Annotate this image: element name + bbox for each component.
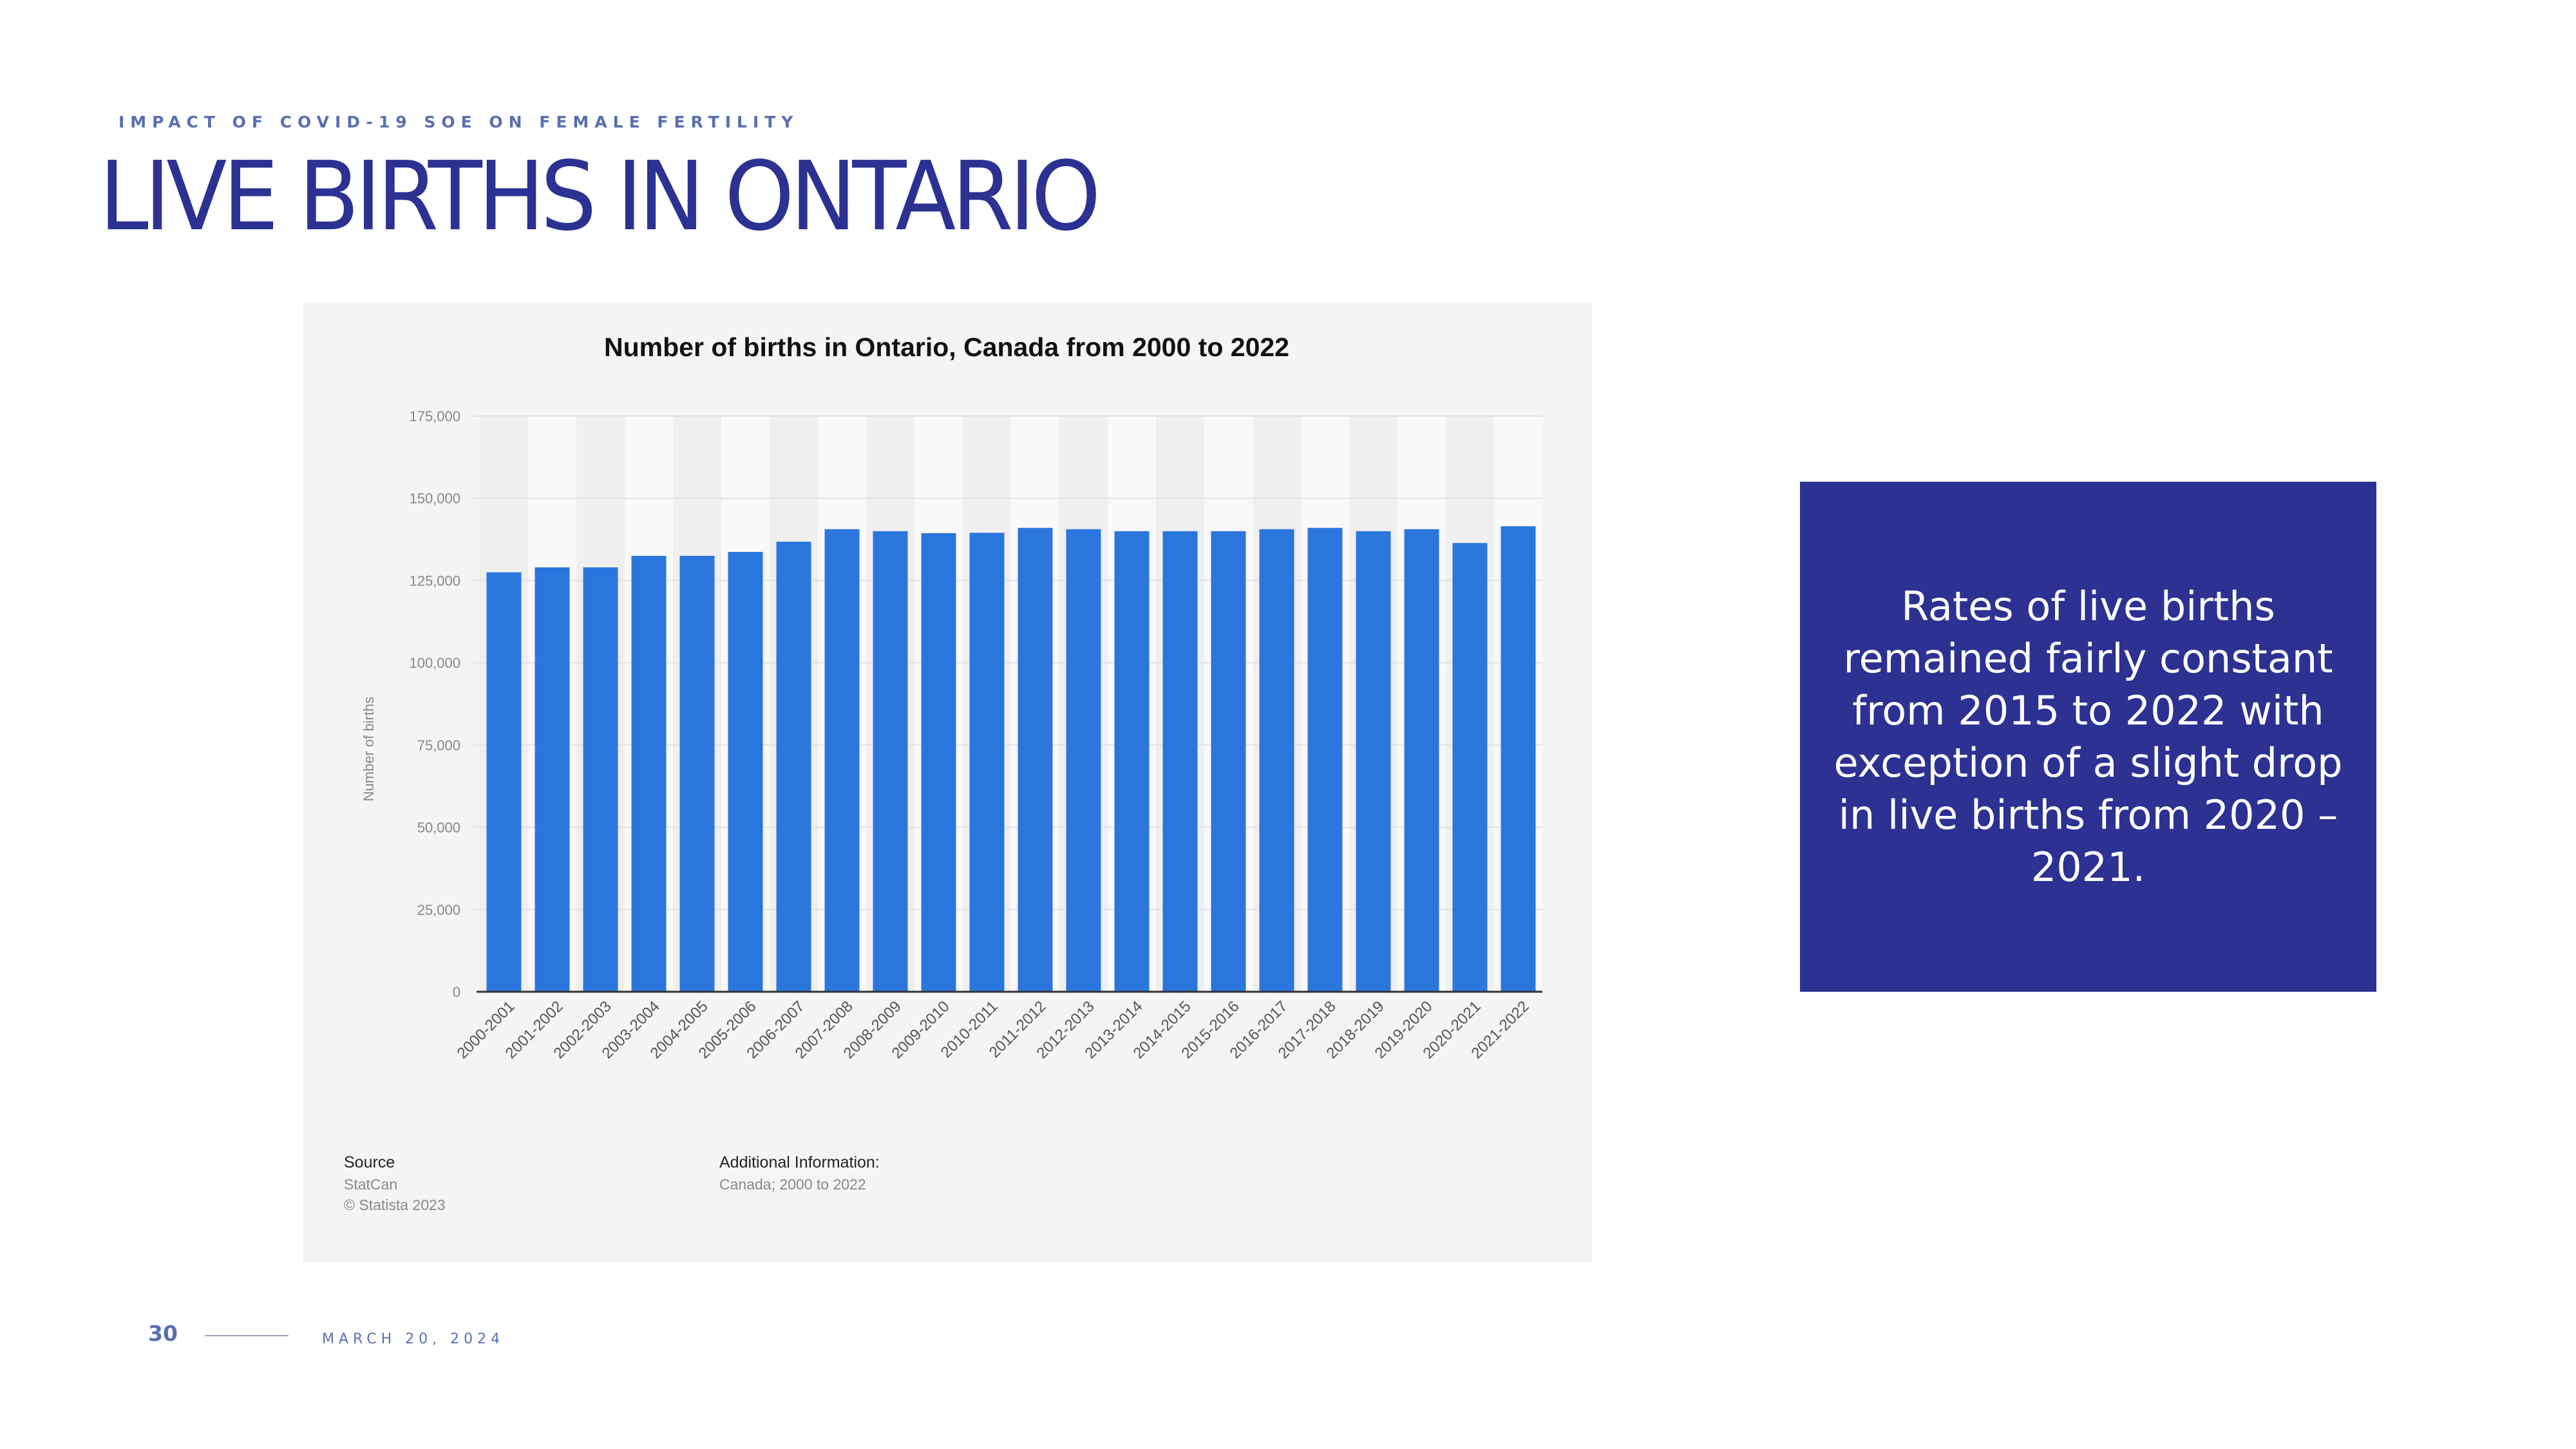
bar: [1114, 531, 1150, 992]
bar-chart: 0 25,000 50,000 75,000 100,000 125,000 150,000…: [361, 408, 1542, 1062]
bar: [1018, 527, 1053, 992]
y-tick-label: 0: [453, 984, 460, 1000]
bar: [486, 572, 522, 992]
chart-title: Number of births in Ontario, Canada from…: [604, 332, 1289, 362]
bar: [1211, 531, 1246, 992]
additional-info-text: Canada; 2000 to 2022: [719, 1176, 866, 1193]
callout-box: Rates of live births remained fairly con…: [1800, 482, 2376, 992]
bar: [776, 542, 811, 992]
bar: [535, 567, 570, 992]
y-tick-label: 50,000: [417, 820, 460, 836]
source-line: © Statista 2023: [344, 1197, 446, 1213]
y-tick-label: 125,000: [409, 573, 460, 589]
bar: [873, 531, 908, 992]
footer-date: MARCH 20, 2024: [322, 1331, 505, 1347]
y-tick-label: 100,000: [409, 655, 460, 671]
y-tick-label: 150,000: [409, 491, 460, 507]
chart-panel: Number of births in Ontario, Canada from…: [303, 303, 1592, 1262]
bar: [679, 556, 715, 992]
bar: [1259, 529, 1294, 992]
source-line: StatCan: [344, 1176, 398, 1193]
bar: [921, 533, 956, 992]
bar: [1501, 526, 1536, 992]
y-axis-label: Number of births: [361, 697, 377, 802]
bar: [728, 551, 763, 992]
bar: [1066, 529, 1101, 992]
bar: [1162, 531, 1198, 992]
bar: [631, 556, 667, 992]
additional-info-heading: Additional Information:: [719, 1153, 880, 1171]
source-heading: Source: [344, 1153, 395, 1171]
footer-divider: [205, 1335, 289, 1336]
page-number: 30: [148, 1321, 178, 1346]
y-tick-label: 25,000: [417, 902, 460, 918]
y-tick-label: 75,000: [417, 737, 460, 753]
y-tick-label: 175,000: [409, 408, 460, 424]
callout-text: Rates of live births remained fairly con…: [1833, 583, 2343, 891]
bar: [1404, 529, 1439, 992]
bar: [1452, 543, 1488, 992]
bar: [824, 529, 860, 992]
bar: [1356, 531, 1391, 992]
slide-kicker: IMPACT OF COVID-19 SOE ON FEMALE FERTILI…: [118, 113, 799, 131]
bar: [969, 533, 1005, 992]
bar: [1307, 527, 1343, 992]
bar: [583, 567, 618, 992]
slide-title: LIVE BIRTHS IN ONTARIO: [99, 141, 1101, 252]
